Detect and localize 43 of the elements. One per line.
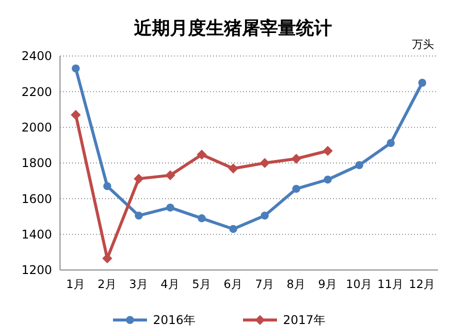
- point: [228, 164, 238, 174]
- x-tick-label: 5月: [192, 277, 212, 291]
- point: [322, 146, 333, 156]
- x-tick-label: 10月: [346, 277, 373, 291]
- x-tick-label: 4月: [160, 277, 180, 291]
- x-tick-label: 6月: [224, 277, 243, 291]
- y-tick-label: 1400: [21, 228, 52, 242]
- point: [292, 184, 300, 193]
- point: [70, 110, 81, 120]
- point: [72, 64, 80, 72]
- point: [196, 150, 207, 160]
- legend-label: 2017年: [283, 313, 326, 328]
- y-tick-label: 2400: [21, 49, 52, 64]
- point: [103, 182, 112, 190]
- point: [134, 212, 143, 220]
- point: [165, 170, 176, 180]
- y-tick-label: 1800: [21, 156, 52, 170]
- x-tick-label: 2月: [98, 277, 117, 291]
- point: [260, 212, 269, 220]
- point: [355, 161, 364, 170]
- chart-title: 近期月度生猪屠宰量统计: [133, 18, 332, 39]
- x-tick-label: 1月: [66, 277, 86, 291]
- y-tick-label: 2200: [21, 84, 52, 99]
- x-tick-label: 9月: [318, 277, 338, 291]
- point: [418, 78, 426, 87]
- point: [260, 158, 270, 168]
- point: [134, 174, 144, 184]
- point: [386, 139, 395, 148]
- point: [291, 154, 302, 164]
- legend-label: 2016年: [153, 313, 196, 328]
- x-tick-label: 7月: [255, 277, 274, 291]
- x-tick-label: 8月: [286, 277, 306, 291]
- y-tick-label: 1600: [21, 192, 52, 206]
- point: [229, 224, 238, 233]
- x-tick-label: 3月: [129, 277, 148, 291]
- x-tick-label: 12月: [408, 277, 436, 291]
- point: [166, 204, 174, 212]
- y-tick-label: 2000: [21, 120, 52, 135]
- point: [198, 214, 206, 222]
- x-tick-label: 11月: [377, 277, 404, 291]
- y-tick-label: 1200: [21, 263, 52, 278]
- y-axis-title: 万头: [412, 38, 434, 51]
- point: [324, 176, 332, 184]
